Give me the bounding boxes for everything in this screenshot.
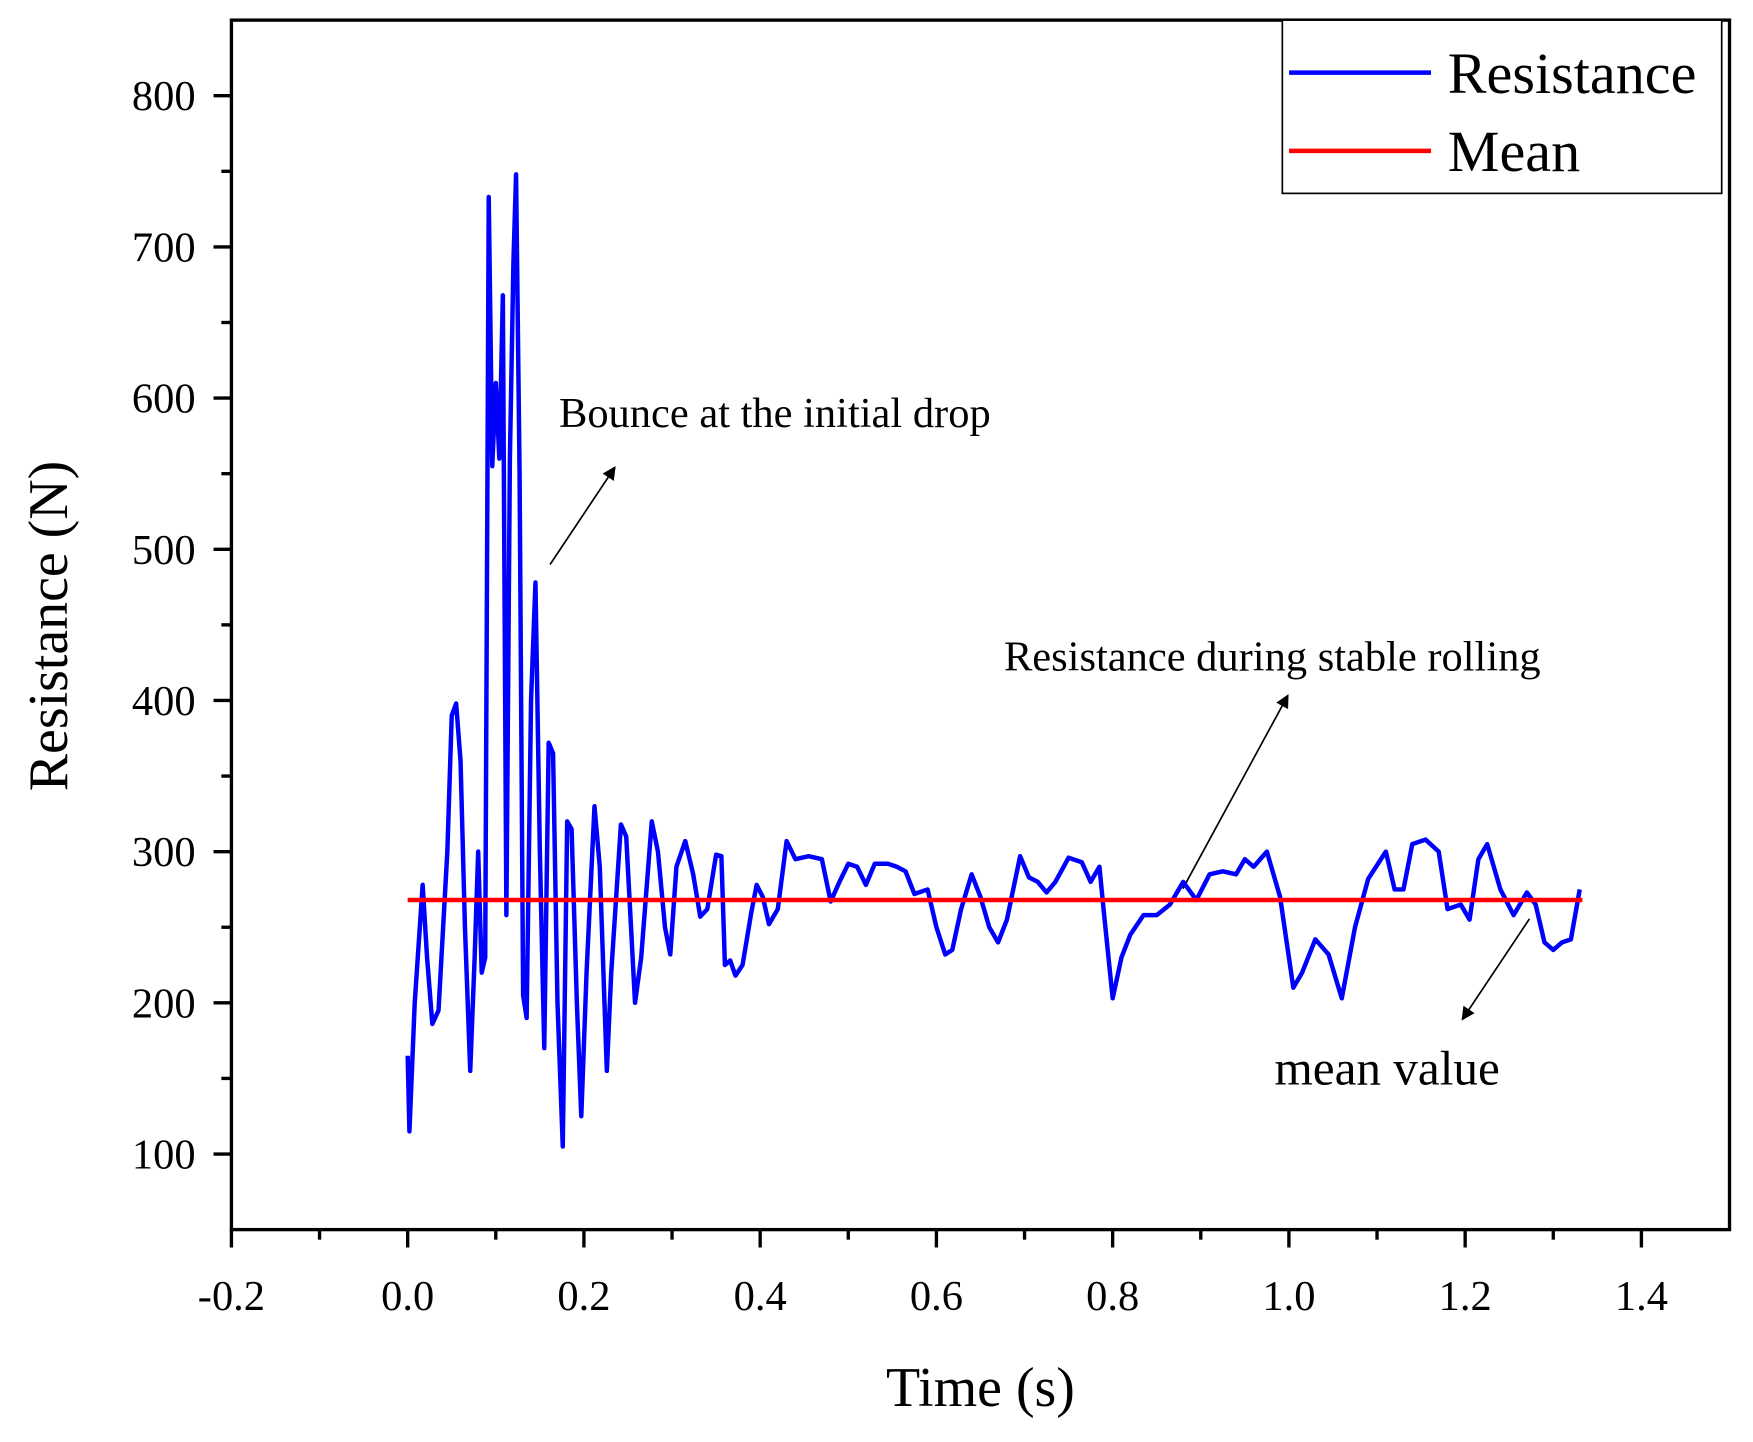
annotation-arrow	[549, 466, 616, 565]
x-tick-label: 0.8	[1086, 1273, 1139, 1320]
annotation: Resistance during stable rolling	[1004, 634, 1541, 681]
annotation-arrow	[1461, 918, 1531, 1021]
y-tick-label: 300	[132, 829, 196, 876]
legend-label: Resistance	[1448, 41, 1697, 106]
series-line	[405, 172, 1582, 1149]
x-tick-label: 1.2	[1439, 1273, 1492, 1320]
annotation-arrow	[1182, 694, 1289, 890]
y-tick-label: 800	[132, 73, 196, 120]
y-tick-label: 600	[132, 376, 196, 423]
legend-box	[1281, 19, 1723, 195]
x-tick-label: 0.0	[381, 1273, 434, 1320]
x-tick-label: -0.2	[198, 1273, 265, 1320]
y-tick-label: 500	[132, 527, 196, 574]
x-tick-label: 0.2	[557, 1273, 610, 1320]
y-tick-label: 100	[132, 1132, 196, 1179]
y-tick-label: 200	[132, 980, 196, 1027]
annotation: mean value	[1275, 1040, 1500, 1095]
plot-frame	[229, 18, 1732, 1232]
x-tick-label: 0.6	[910, 1273, 963, 1320]
legend-label: Mean	[1448, 119, 1580, 184]
y-axis-label: Resistance (N)	[18, 461, 80, 791]
x-tick-label: 1.0	[1262, 1273, 1315, 1320]
x-tick-label: 1.4	[1615, 1273, 1668, 1320]
x-tick-label: 0.4	[734, 1273, 787, 1320]
x-axis-label: Time (s)	[886, 1357, 1075, 1419]
annotation: Bounce at the initial drop	[559, 390, 991, 437]
y-tick-label: 700	[132, 224, 196, 271]
y-tick-label: 400	[132, 678, 196, 725]
